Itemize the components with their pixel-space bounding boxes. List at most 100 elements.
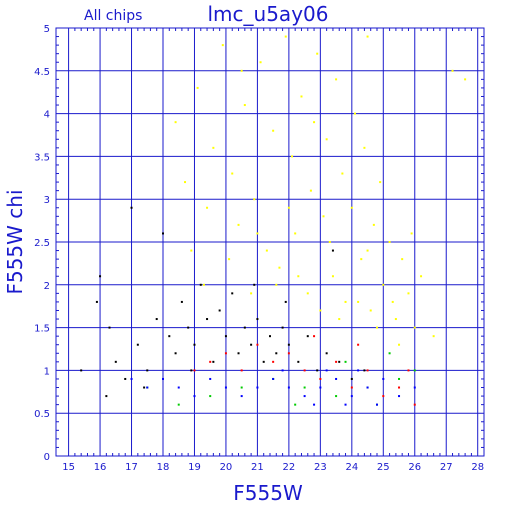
data-point [382,283,385,286]
x-tick-label: 28 [471,462,484,473]
y-tick-label: 2.5 [34,238,50,249]
data-point [256,343,259,346]
data-point [231,172,234,175]
x-tick-label: 26 [408,462,421,473]
data-point [209,360,212,363]
data-point [272,129,275,132]
data-point [357,300,360,303]
data-point [366,249,369,252]
data-point [331,275,334,278]
data-point [162,377,164,380]
data-point [366,35,369,38]
data-point [413,403,416,406]
data-point [256,232,259,235]
data-point [275,283,278,286]
data-point [401,258,404,261]
data-point [190,369,193,372]
data-point [228,258,231,261]
data-point [376,326,378,329]
data-point [80,369,83,372]
data-point [335,377,338,380]
x-tick-label: 22 [283,462,296,473]
data-point [105,395,108,398]
data-point [341,172,344,175]
y-tick-label: 1 [44,366,50,377]
data-point [322,215,325,218]
data-point [196,86,199,89]
data-point [209,377,212,380]
data-point [184,181,187,184]
data-point [278,266,281,269]
data-point [366,386,369,389]
data-point [398,386,401,389]
data-point [224,386,227,389]
data-point [199,283,202,286]
data-point [265,249,268,252]
data-point [350,386,353,389]
data-point [177,386,180,389]
data-point [237,223,240,226]
data-point [124,377,127,380]
data-point [376,403,378,406]
data-point [319,377,322,380]
data-point [284,35,287,38]
data-point [338,318,341,321]
data-point [344,403,347,406]
data-point [221,44,224,47]
data-point [313,403,316,406]
data-point [300,95,303,98]
data-point [410,232,413,235]
data-point [319,309,322,312]
data-point [114,360,117,363]
data-point [287,343,290,346]
data-point [136,343,139,346]
data-point [303,395,306,398]
data-point [291,155,294,158]
y-tick-label: 5 [44,24,50,35]
axis-ticks: 15 16 17 18 19 20 21 22 23 24 25 26 27 28 0 0.5 1 1.5 2 2.5… [34,24,485,473]
data-point [146,369,149,372]
data-point [398,343,401,346]
y-axis-label: F555W chi [3,189,27,294]
data-point [335,360,338,363]
data-point [335,78,338,81]
data-point [240,69,243,72]
data-point [272,377,275,380]
data-point [388,241,391,243]
data-points [80,35,467,406]
data-point [382,395,385,398]
data-point [130,206,133,209]
data-point [306,292,309,295]
data-point [344,360,347,363]
x-tick-label: 25 [377,462,390,473]
data-point [95,300,98,303]
data-point [256,386,259,389]
x-tick-label: 27 [440,462,453,473]
data-point [316,369,319,372]
data-point [237,352,240,355]
data-point [259,61,262,64]
data-point [353,112,356,115]
data-point [275,352,278,355]
x-tick-label: 16 [94,462,107,473]
data-point [253,283,256,286]
data-point [130,377,133,380]
data-point [344,300,347,303]
data-point [363,146,366,149]
data-point [209,395,212,398]
data-point [309,189,312,192]
data-point [388,352,391,355]
data-point [190,249,193,252]
y-tick-label: 4 [44,110,50,121]
data-point [212,146,215,149]
data-point [413,326,416,329]
data-point [287,352,290,355]
data-point [366,369,369,372]
y-tick-label: 4.5 [34,67,50,78]
data-point [212,360,215,363]
data-point [398,395,401,398]
data-point [180,300,183,303]
y-tick-label: 0.5 [34,409,50,420]
